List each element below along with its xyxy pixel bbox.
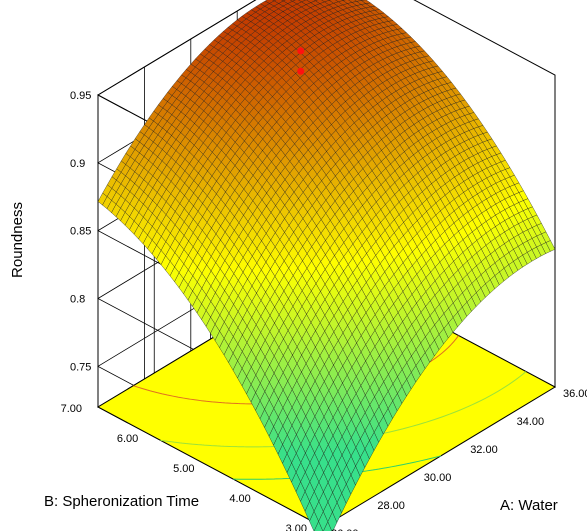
x-tick-label: 32.00 xyxy=(470,444,498,456)
x-tick-label: 26.00 xyxy=(331,528,359,531)
z-axis-title: Roundness xyxy=(9,202,26,278)
surface-facet xyxy=(272,0,277,2)
x-axis-title: A: Water xyxy=(500,497,558,514)
y-tick-label: 6.00 xyxy=(117,433,138,445)
surface-facet xyxy=(289,0,296,2)
z-tick-label: 0.75 xyxy=(70,361,91,373)
x-tick-label: 36.00 xyxy=(563,388,587,400)
surface-facet xyxy=(313,520,323,531)
z-tick-label: 0.8 xyxy=(70,293,85,305)
z-tick-label: 0.95 xyxy=(70,90,91,102)
y-tick-label: 5.00 xyxy=(173,463,194,475)
surface-facet xyxy=(323,521,332,531)
y-tick-label: 7.00 xyxy=(61,403,82,415)
design-point xyxy=(297,67,305,75)
x-tick-label: 34.00 xyxy=(517,416,545,428)
design-point xyxy=(297,47,305,55)
design-points xyxy=(297,47,305,75)
response-surface xyxy=(97,0,556,531)
y-tick-label: 4.00 xyxy=(229,493,250,505)
x-tick-label: 28.00 xyxy=(377,500,405,512)
z-tick-label: 0.85 xyxy=(70,226,91,238)
x-tick-label: 30.00 xyxy=(424,472,452,484)
tick-labels: 0.75 0.8 0.85 0.9 0.95 26.00 28.00 30.00 32.00 34… xyxy=(61,90,587,531)
y-axis-title: B: Spheronization Time xyxy=(44,493,199,510)
surface-facet xyxy=(281,0,286,2)
z-tick-label: 0.9 xyxy=(70,158,85,170)
y-tick-label: 3.00 xyxy=(286,523,307,531)
